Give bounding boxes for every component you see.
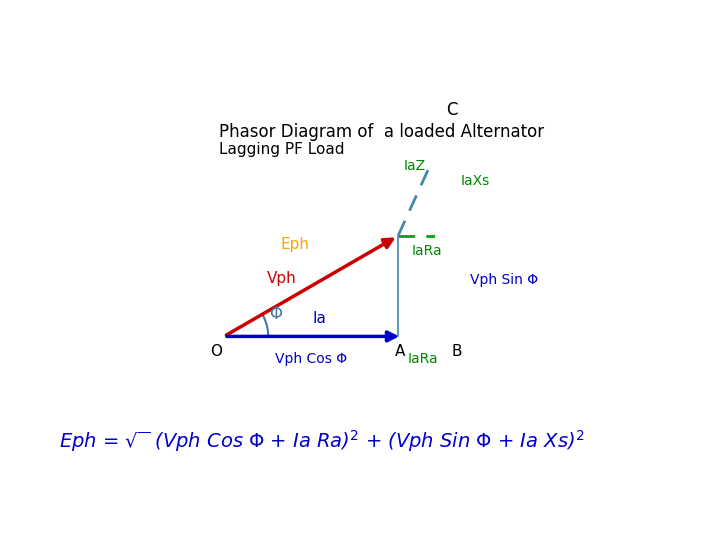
Text: Vph Sin Φ: Vph Sin Φ <box>470 273 539 287</box>
Text: IaRa: IaRa <box>408 353 438 367</box>
Text: C: C <box>446 102 458 119</box>
Text: Lagging PF Load: Lagging PF Load <box>220 142 345 157</box>
Text: Φ: Φ <box>269 305 282 323</box>
Text: Eph = $\sqrt{\ }$ (Vph Cos $\Phi$ + Ia Ra)$^2$ + (Vph Sin $\Phi$ + Ia Xs)$^2$: Eph = $\sqrt{\ }$ (Vph Cos $\Phi$ + Ia R… <box>59 428 584 454</box>
Text: Vph: Vph <box>267 271 297 286</box>
Text: Vph Cos Φ: Vph Cos Φ <box>275 353 347 367</box>
Text: IaRa: IaRa <box>412 244 443 258</box>
Text: Eph: Eph <box>280 237 309 252</box>
Text: O: O <box>210 345 222 360</box>
Text: A: A <box>395 345 405 360</box>
Text: B: B <box>451 345 462 360</box>
Text: Ia: Ia <box>312 312 327 326</box>
Text: Phasor Diagram of  a loaded Alternator: Phasor Diagram of a loaded Alternator <box>220 123 544 140</box>
Text: IaXs: IaXs <box>460 174 490 188</box>
Text: IaZ: IaZ <box>404 159 426 173</box>
